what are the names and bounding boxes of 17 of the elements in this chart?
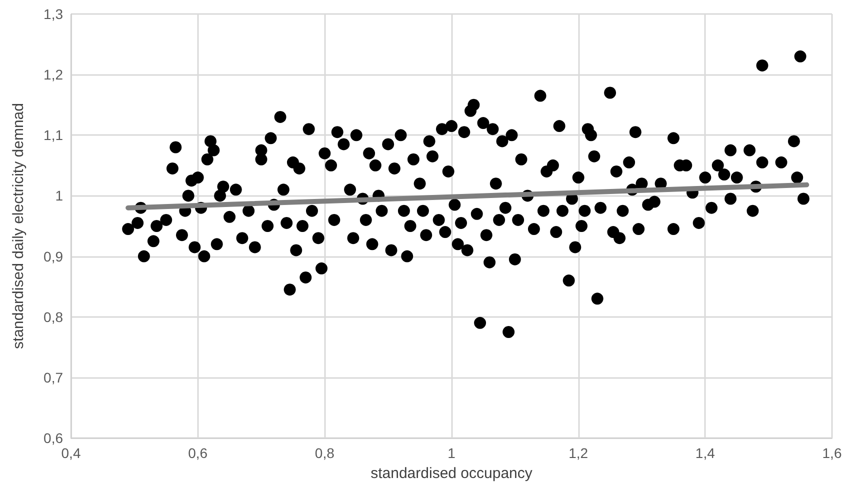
y-tick-label: 1,1 <box>44 127 64 144</box>
x-tick-label: 0,8 <box>314 445 335 461</box>
y-tick-label: 0,6 <box>44 430 64 446</box>
y-tick-label: 1,3 <box>44 6 64 22</box>
x-tick-label: 1,4 <box>695 445 716 461</box>
x-tick-label: 0,4 <box>61 445 81 461</box>
y-axis-title: standardised daily electricity demnad <box>10 103 27 349</box>
y-tick-label: 0,8 <box>44 308 64 325</box>
y-tick-label: 0,9 <box>44 248 64 264</box>
x-tick-label: 1,2 <box>568 445 588 461</box>
x-tick-label: 0,6 <box>188 445 208 461</box>
y-tick-label: 1 <box>55 188 64 204</box>
x-axis-title: standardised occupancy <box>370 465 533 482</box>
y-tick-label: 0,7 <box>44 369 64 386</box>
x-tick-label: 1 <box>448 445 456 461</box>
x-tick-label: 1,6 <box>822 445 842 461</box>
y-tick-label: 1,2 <box>44 66 64 83</box>
